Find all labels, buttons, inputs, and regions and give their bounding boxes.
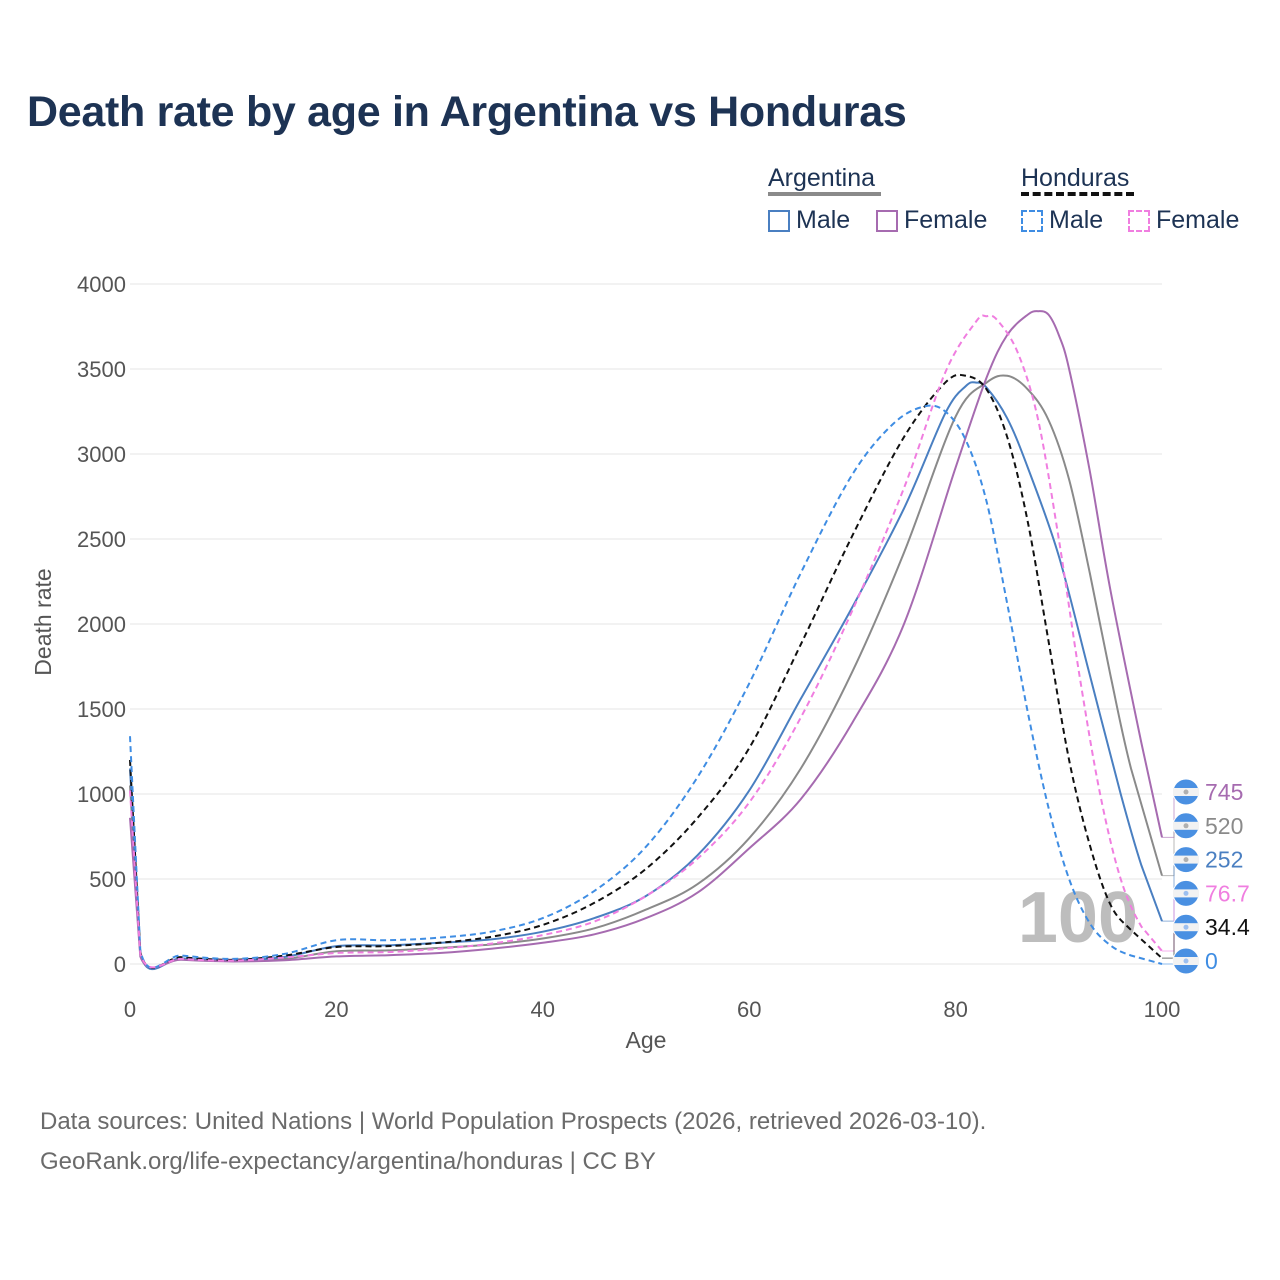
flag-emblem-honduras-total xyxy=(1183,924,1189,930)
line-honduras-female[interactable] xyxy=(129,314,1163,969)
legend-argentina-female[interactable]: Female xyxy=(876,206,987,235)
y-tick-labels: 0 500 1000 1500 2000 2500 3000 3500 4000 xyxy=(77,272,126,977)
y-tick-4000: 4000 xyxy=(77,272,126,297)
end-leader-argentina-female xyxy=(1162,792,1175,838)
y-tick-500: 500 xyxy=(89,867,126,892)
line-argentina-male[interactable] xyxy=(129,381,1163,970)
legend-group-argentina[interactable]: Argentina xyxy=(768,164,876,192)
end-leader-honduras-male xyxy=(1162,961,1175,965)
legend-honduras-line xyxy=(1021,192,1134,196)
y-tick-2500: 2500 xyxy=(77,527,126,552)
legend-label-honduras-female: Female xyxy=(1156,206,1240,234)
current-age-watermark: 100 xyxy=(1018,878,1138,958)
series-lines xyxy=(129,310,1163,970)
end-label-argentina-total: 520 xyxy=(1205,813,1243,839)
x-tick-80: 80 xyxy=(943,997,967,1022)
legend-honduras-male[interactable]: Male xyxy=(1021,206,1103,235)
flag-marker-honduras-total xyxy=(1172,913,1200,941)
legend-label-argentina-male: Male xyxy=(796,206,851,234)
y-tick-0: 0 xyxy=(114,952,126,977)
y-tick-1000: 1000 xyxy=(77,782,126,807)
flag-emblem-honduras-female xyxy=(1183,890,1189,896)
flag-emblem-argentina-female xyxy=(1183,789,1189,795)
end-label-argentina-male: 252 xyxy=(1205,847,1243,873)
line-argentina-female[interactable] xyxy=(129,310,1163,969)
flag-marker-argentina-male xyxy=(1172,846,1200,874)
legend-label-argentina-female: Female xyxy=(904,206,988,234)
legend-swatch-argentina-male xyxy=(768,209,790,232)
end-label-argentina-female: 745 xyxy=(1205,779,1243,805)
legend-honduras-female[interactable]: Female xyxy=(1128,206,1239,235)
end-leader-honduras-female xyxy=(1162,893,1175,952)
legend-swatch-honduras-female xyxy=(1128,209,1150,232)
x-tick-60: 60 xyxy=(737,997,761,1022)
x-tick-labels: 0 20 40 60 80 100 xyxy=(124,997,1180,1022)
legend-argentina-male[interactable]: Male xyxy=(768,206,850,235)
flag-marker-honduras-female xyxy=(1172,879,1200,907)
flag-emblem-argentina-male xyxy=(1183,857,1189,863)
x-tick-100: 100 xyxy=(1144,997,1181,1022)
end-leader-argentina-male xyxy=(1162,859,1175,922)
end-label-honduras-total: 34.4 xyxy=(1205,914,1250,940)
flag-emblem-argentina-total xyxy=(1183,823,1189,829)
x-tick-40: 40 xyxy=(531,997,555,1022)
flag-marker-argentina-total xyxy=(1172,812,1200,840)
flag-marker-argentina-female xyxy=(1172,778,1200,806)
end-label-honduras-female: 76.7 xyxy=(1205,880,1250,906)
line-argentina-total[interactable] xyxy=(129,374,1163,970)
chart-title: Death rate by age in Argentina vs Hondur… xyxy=(27,88,907,136)
x-tick-0: 0 xyxy=(124,997,136,1022)
end-leader-honduras-total xyxy=(1162,927,1175,959)
legend-argentina-line xyxy=(768,192,881,196)
legend-swatch-honduras-male xyxy=(1021,209,1043,232)
y-tick-1500: 1500 xyxy=(77,697,126,722)
y-tick-2000: 2000 xyxy=(77,612,126,637)
line-honduras-male[interactable] xyxy=(129,404,1163,969)
flag-emblem-honduras-male xyxy=(1183,958,1189,964)
y-tick-3000: 3000 xyxy=(77,442,126,467)
footer-sources: Data sources: United Nations | World Pop… xyxy=(40,1108,987,1135)
end-labels: 745 520 252 76.7 34.4 0 xyxy=(1162,778,1250,975)
end-label-honduras-male: 0 xyxy=(1205,948,1218,974)
line-honduras-total[interactable] xyxy=(129,373,1163,969)
legend-label-honduras-male: Male xyxy=(1049,206,1104,234)
legend-swatch-argentina-female xyxy=(876,209,898,232)
x-tick-20: 20 xyxy=(324,997,348,1022)
flag-marker-honduras-male xyxy=(1172,947,1200,975)
end-leader-argentina-total xyxy=(1162,825,1175,877)
y-tick-3500: 3500 xyxy=(77,357,126,382)
grid xyxy=(130,283,1162,965)
x-axis-label: Age xyxy=(626,1027,667,1053)
footer-link[interactable]: GeoRank.org/life-expectancy/argentina/ho… xyxy=(40,1148,656,1175)
y-axis-label: Death rate xyxy=(30,568,56,675)
legend-group-honduras[interactable]: Honduras xyxy=(1021,164,1130,192)
